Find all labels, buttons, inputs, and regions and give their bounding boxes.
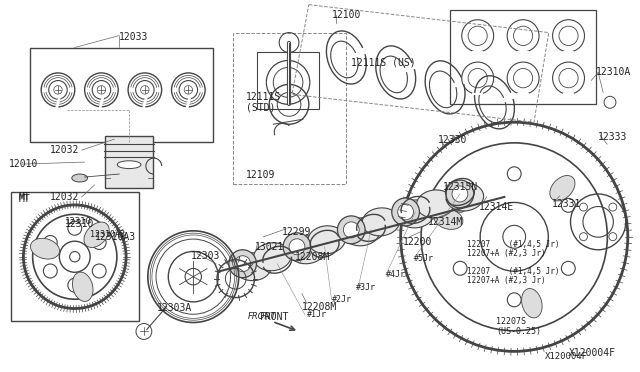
Text: 12310: 12310 — [65, 219, 94, 229]
Text: 12208M: 12208M — [302, 302, 337, 311]
Text: 12310A: 12310A — [596, 67, 632, 77]
Text: 12111S (US): 12111S (US) — [351, 57, 416, 67]
Ellipse shape — [342, 218, 380, 246]
Circle shape — [44, 264, 57, 278]
Ellipse shape — [72, 174, 88, 182]
Text: FRONT: FRONT — [259, 311, 289, 321]
Ellipse shape — [446, 183, 484, 211]
Circle shape — [580, 203, 588, 211]
Ellipse shape — [434, 209, 463, 230]
Circle shape — [561, 262, 575, 275]
Circle shape — [185, 269, 202, 285]
Text: MT: MT — [19, 194, 30, 204]
Text: 12330: 12330 — [438, 135, 468, 145]
Circle shape — [44, 235, 57, 250]
Text: 12200: 12200 — [403, 237, 432, 247]
Circle shape — [136, 324, 152, 339]
Circle shape — [452, 186, 468, 202]
Text: #4Jr: #4Jr — [386, 270, 406, 279]
Circle shape — [453, 262, 467, 275]
Circle shape — [289, 239, 305, 255]
Circle shape — [92, 235, 106, 250]
Text: 12100: 12100 — [332, 10, 361, 20]
Text: 12207+A (#2,3 Jr): 12207+A (#2,3 Jr) — [467, 276, 545, 285]
Text: 13021: 13021 — [255, 242, 284, 252]
Text: (US-0.25): (US-0.25) — [497, 327, 541, 336]
Text: MT: MT — [19, 192, 30, 202]
Text: 12033: 12033 — [119, 32, 148, 42]
Text: 12207S: 12207S — [497, 317, 527, 326]
Text: X120004F: X120004F — [568, 348, 616, 358]
Text: 12314M: 12314M — [428, 217, 463, 227]
Circle shape — [446, 180, 474, 208]
Ellipse shape — [362, 208, 399, 236]
Text: X120004F: X120004F — [545, 352, 588, 361]
Circle shape — [235, 256, 250, 272]
Ellipse shape — [417, 190, 454, 218]
Text: 12208M: 12208M — [295, 252, 330, 262]
Ellipse shape — [308, 226, 346, 254]
Text: 12111S: 12111S — [246, 92, 281, 102]
Circle shape — [609, 203, 617, 211]
Ellipse shape — [397, 200, 434, 228]
Circle shape — [397, 204, 413, 220]
Text: 12310: 12310 — [65, 217, 92, 227]
Circle shape — [392, 198, 419, 226]
Text: 12207+A (#2,3 Jr): 12207+A (#2,3 Jr) — [467, 249, 545, 258]
Text: 12299: 12299 — [282, 227, 312, 237]
Text: #5Jr: #5Jr — [413, 254, 433, 263]
Circle shape — [561, 198, 575, 212]
Circle shape — [283, 233, 311, 261]
Ellipse shape — [234, 253, 271, 280]
Text: 12315N: 12315N — [443, 182, 478, 192]
Ellipse shape — [522, 289, 542, 318]
Text: #1Jr: #1Jr — [307, 310, 327, 319]
Text: 12310A3: 12310A3 — [95, 232, 136, 242]
Circle shape — [453, 198, 467, 212]
Text: 12314E: 12314E — [479, 202, 514, 212]
Text: 12032: 12032 — [50, 145, 79, 155]
Ellipse shape — [550, 176, 575, 201]
Text: 12331: 12331 — [552, 199, 581, 209]
Text: #2Jr: #2Jr — [332, 295, 351, 304]
Circle shape — [503, 225, 525, 248]
Circle shape — [68, 278, 82, 292]
Text: (STD): (STD) — [246, 102, 275, 112]
Text: 12109: 12109 — [246, 170, 275, 180]
Ellipse shape — [84, 222, 109, 247]
Circle shape — [508, 293, 521, 307]
Bar — [30, 48, 213, 142]
Circle shape — [344, 222, 359, 238]
Text: 12310A3: 12310A3 — [90, 230, 125, 239]
Bar — [106, 136, 153, 188]
Circle shape — [609, 232, 617, 241]
Text: 12303: 12303 — [191, 251, 221, 261]
Ellipse shape — [253, 243, 291, 271]
Circle shape — [92, 264, 106, 278]
Circle shape — [580, 232, 588, 241]
Ellipse shape — [31, 238, 60, 259]
Ellipse shape — [72, 272, 93, 301]
Bar — [450, 10, 596, 104]
Circle shape — [68, 221, 82, 235]
Bar — [257, 51, 319, 109]
Text: FRONT: FRONT — [248, 312, 276, 321]
Ellipse shape — [288, 236, 326, 264]
Circle shape — [70, 251, 80, 262]
Text: #3Jr: #3Jr — [356, 283, 376, 292]
Circle shape — [508, 167, 521, 181]
Circle shape — [604, 96, 616, 108]
Circle shape — [229, 250, 257, 278]
Circle shape — [337, 216, 365, 244]
Ellipse shape — [117, 161, 141, 169]
Text: 12333: 12333 — [598, 132, 628, 142]
Bar — [233, 33, 346, 184]
Text: 12207    (#1,4,5 Jr): 12207 (#1,4,5 Jr) — [467, 267, 559, 276]
Text: 12032: 12032 — [50, 192, 79, 202]
Text: 12303A: 12303A — [157, 302, 192, 312]
Text: 12207    (#1,4,5 Jr): 12207 (#1,4,5 Jr) — [467, 240, 559, 249]
Text: 12010: 12010 — [8, 159, 38, 169]
Bar — [11, 192, 139, 321]
